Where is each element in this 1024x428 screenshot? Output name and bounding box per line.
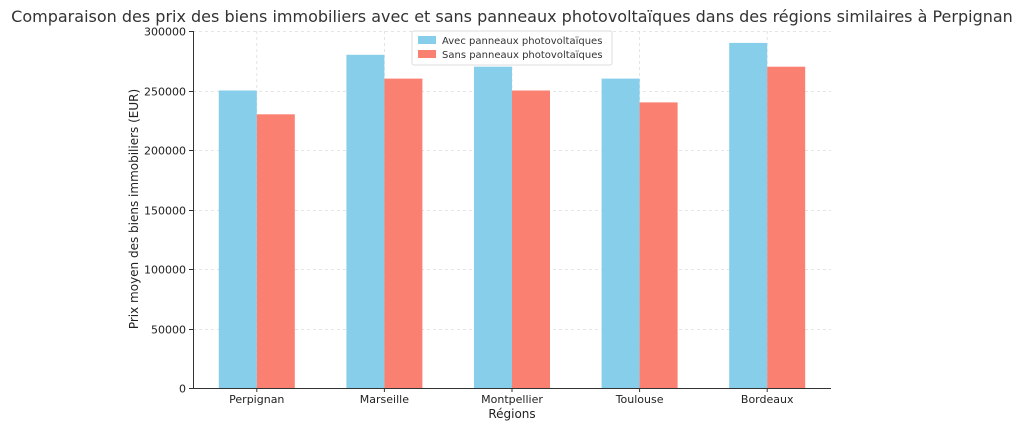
chart-title: Comparaison des prix des biens immobilie… <box>11 7 1013 26</box>
bar-avec-bordeaux <box>729 42 768 389</box>
bar-sans-montpellier <box>512 90 550 388</box>
bar-avec-perpignan <box>218 90 257 388</box>
bar-sans-perpignan <box>256 114 295 389</box>
y-ticks: 0 50000 100000 150000 200000 250000 300000 <box>144 26 193 396</box>
bar-sans-bordeaux <box>767 66 806 388</box>
bar-avec-marseille <box>346 54 385 389</box>
y-tick-label: 300000 <box>144 26 186 39</box>
x-axis-label: Régions <box>488 407 535 421</box>
y-tick-label: 0 <box>179 383 186 396</box>
bar-avec-montpellier <box>474 66 512 388</box>
bars <box>218 42 806 389</box>
y-tick-label: 50000 <box>151 324 186 337</box>
y-tick-label: 250000 <box>144 86 186 99</box>
x-tick-label: Bordeaux <box>741 393 794 406</box>
bar-avec-toulouse <box>601 78 640 388</box>
x-ticks: Perpignan Marseille Montpellier Toulouse Bor… <box>229 388 794 406</box>
legend-swatch <box>418 36 436 44</box>
x-tick-label: Montpellier <box>481 393 543 406</box>
x-tick-label: Perpignan <box>229 393 284 406</box>
legend-label: Avec panneaux photovoltaïques <box>442 36 602 47</box>
x-tick-label: Toulouse <box>615 393 664 406</box>
legend-swatch <box>418 50 436 58</box>
bar-sans-marseille <box>384 78 423 388</box>
x-tick-label: Marseille <box>360 393 409 406</box>
y-tick-label: 100000 <box>144 264 186 277</box>
legend-box <box>411 30 613 66</box>
bar-sans-toulouse <box>639 102 678 389</box>
y-tick-label: 200000 <box>144 145 186 158</box>
legend: Avec panneaux photovoltaïques Sans pannea… <box>411 30 613 66</box>
y-axis-label: Prix moyen des biens immobiliers (EUR) <box>127 89 141 329</box>
y-tick-label: 150000 <box>144 205 186 218</box>
legend-label: Sans panneaux photovoltaïques <box>442 50 603 61</box>
